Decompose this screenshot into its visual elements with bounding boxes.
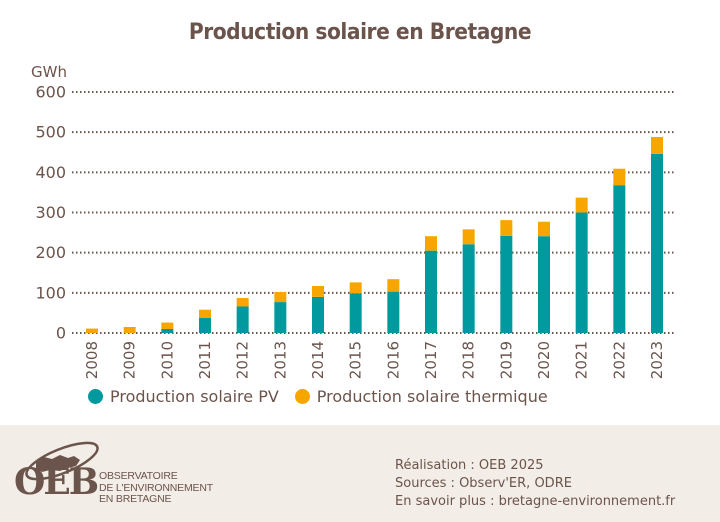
- oeb-logo-icon: [25, 441, 99, 481]
- logo-line: DE L'ENVIRONNEMENT: [99, 481, 213, 494]
- chart: 0 100 200 300 400 500 600 GWh 2008 2009 2010 2011…: [31, 63, 676, 379]
- bar-thermique[interactable]: [199, 309, 211, 318]
- bar-thermique[interactable]: [538, 221, 550, 237]
- x-axis-ticks: 2008 2009 2010 2011 2012 2013 2014 2015 2016 2017…: [83, 341, 666, 379]
- x-tick-label: 2021: [573, 341, 591, 379]
- bar-thermique[interactable]: [161, 322, 174, 329]
- legend: Production solaire PV Production solaire…: [88, 387, 564, 406]
- y-tick-label: 600: [35, 83, 66, 102]
- y-tick-label: 400: [35, 163, 66, 182]
- bar-pv[interactable]: [199, 317, 211, 333]
- credit-sources: Sources : Observ'ER, ODRE: [395, 476, 572, 491]
- x-tick-label: 2019: [497, 341, 515, 379]
- x-tick-label: 2016: [384, 341, 402, 379]
- legend-label-pv: Production solaire PV: [110, 387, 279, 406]
- x-tick-label: 2008: [83, 341, 101, 379]
- bar-thermique[interactable]: [651, 136, 663, 154]
- bar-pv[interactable]: [613, 185, 626, 333]
- bar-thermique[interactable]: [500, 220, 513, 236]
- bar-pv[interactable]: [651, 153, 663, 333]
- y-tick-label: 0: [56, 324, 66, 343]
- x-tick-label: 2023: [648, 341, 666, 379]
- logo-line: OBSERVATOIRE: [99, 470, 178, 482]
- legend-swatch-pv: [88, 389, 103, 404]
- bar-thermique[interactable]: [349, 282, 362, 294]
- x-tick-label: 2009: [121, 341, 139, 379]
- y-axis-ticks: 0 100 200 300 400 500 600: [35, 83, 66, 343]
- credit-realisation: Réalisation : OEB 2025: [395, 458, 544, 473]
- legend-item-thermique[interactable]: Production solaire thermique: [294, 387, 548, 406]
- bar-pv[interactable]: [312, 296, 324, 333]
- bar-pv[interactable]: [349, 293, 362, 333]
- bar-thermique[interactable]: [86, 328, 98, 333]
- x-tick-label: 2020: [535, 341, 553, 379]
- x-tick-label: 2010: [158, 341, 176, 379]
- footer: OEB OBSERVATOIRE DE L'ENVIRONNEMENT EN B…: [0, 425, 720, 522]
- logo-line: EN BRETAGNE: [99, 493, 172, 505]
- bar-pv[interactable]: [236, 306, 249, 333]
- bar-thermique[interactable]: [387, 279, 400, 292]
- bar-pv[interactable]: [274, 302, 287, 333]
- bar-pv[interactable]: [575, 212, 588, 334]
- y-tick-label: 200: [35, 243, 66, 262]
- x-tick-label: 2013: [271, 341, 289, 379]
- chart-title: Production solaire en Bretagne: [188, 20, 532, 45]
- x-tick-label: 2022: [610, 341, 628, 379]
- bar-thermique[interactable]: [575, 197, 588, 213]
- bar-thermique[interactable]: [274, 292, 287, 303]
- x-tick-label: 2014: [309, 341, 327, 379]
- bars: [86, 136, 663, 334]
- x-tick-label: 2018: [460, 341, 478, 379]
- y-tick-label: 500: [35, 123, 66, 142]
- legend-item-pv[interactable]: Production solaire PV: [88, 387, 279, 406]
- bar-thermique[interactable]: [123, 326, 136, 333]
- bar-thermique[interactable]: [312, 286, 324, 297]
- x-tick-label: 2015: [347, 341, 365, 379]
- x-tick-label: 2011: [196, 341, 214, 379]
- bar-pv[interactable]: [425, 250, 437, 333]
- y-tick-label: 100: [35, 283, 66, 302]
- legend-swatch-thermique: [294, 389, 310, 404]
- y-tick-label: 300: [35, 203, 66, 222]
- legend-label-thermique: Production solaire thermique: [316, 387, 548, 406]
- bar-thermique[interactable]: [462, 229, 475, 245]
- bar-pv[interactable]: [500, 235, 513, 333]
- credit-more-info[interactable]: En savoir plus : bretagne-environnement.…: [395, 494, 676, 509]
- bar-pv[interactable]: [387, 291, 400, 333]
- credits: Réalisation : OEB 2025 Sources : Observ'…: [395, 457, 675, 511]
- bar-pv[interactable]: [538, 236, 550, 333]
- bar-thermique[interactable]: [236, 298, 249, 307]
- x-tick-label: 2012: [234, 341, 252, 379]
- bar-pv[interactable]: [161, 328, 174, 333]
- y-axis-label: GWh: [31, 63, 67, 81]
- bar-thermique[interactable]: [613, 168, 626, 186]
- x-tick-label: 2017: [422, 341, 440, 379]
- bar-pv[interactable]: [462, 244, 475, 333]
- logo-text: OBSERVATOIRE DE L'ENVIRONNEMENT EN BRETA…: [99, 470, 213, 506]
- logo-abbrev: OEB: [14, 461, 99, 503]
- bar-thermique[interactable]: [425, 236, 437, 251]
